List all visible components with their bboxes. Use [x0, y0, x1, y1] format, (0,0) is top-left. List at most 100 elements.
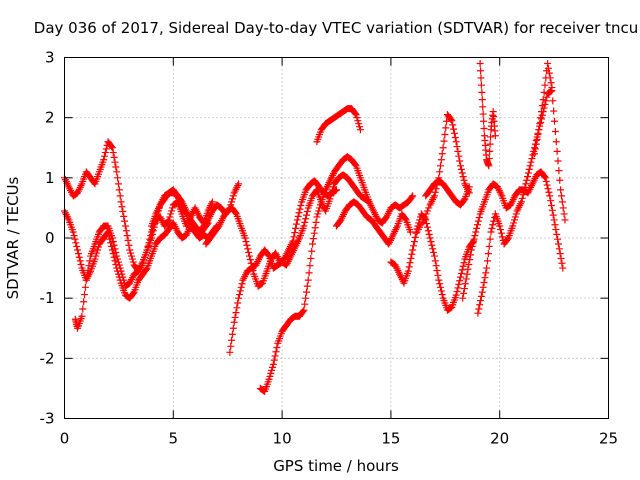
data-point	[481, 274, 489, 282]
data-point	[479, 103, 487, 111]
data-point	[479, 283, 487, 291]
data-point	[329, 186, 337, 194]
data-point	[523, 176, 531, 184]
data-point	[120, 212, 128, 220]
data-point	[450, 125, 458, 133]
data-point	[547, 202, 555, 210]
x-tick-label: 10	[273, 430, 292, 448]
data-point	[474, 217, 482, 225]
data-point	[533, 135, 541, 143]
data-point	[484, 250, 492, 258]
data-point	[539, 96, 547, 104]
data-point	[71, 235, 79, 243]
data-point	[85, 262, 93, 270]
data-point	[462, 275, 470, 283]
data-point	[128, 252, 136, 260]
data-point	[457, 165, 465, 173]
data-point	[408, 193, 416, 201]
data-point	[86, 257, 94, 265]
data-point	[94, 246, 102, 254]
data-point	[544, 60, 552, 68]
data-point	[543, 181, 551, 189]
data-point	[244, 245, 252, 253]
data-point	[273, 344, 281, 352]
data-point	[469, 239, 477, 247]
data-point	[410, 242, 418, 250]
data-point	[557, 192, 565, 200]
data-point	[542, 177, 550, 185]
data-point	[230, 318, 238, 326]
data-point	[510, 216, 518, 224]
data-point	[124, 236, 132, 244]
data-point	[486, 140, 494, 148]
data-point	[510, 219, 518, 227]
data-point	[269, 360, 277, 368]
data-point	[168, 207, 176, 215]
data-point	[438, 150, 446, 158]
series-arc6	[226, 171, 373, 356]
data-point	[291, 229, 299, 237]
data-point	[423, 220, 431, 228]
data-point	[544, 64, 552, 72]
data-point	[520, 187, 528, 195]
data-point	[289, 237, 297, 245]
data-point	[297, 202, 305, 210]
data-point	[300, 306, 308, 314]
data-point	[401, 215, 409, 223]
data-point	[425, 230, 433, 238]
data-point	[302, 294, 310, 302]
data-point	[407, 254, 415, 262]
data-point	[485, 162, 493, 170]
data-point	[480, 117, 488, 125]
data-point	[559, 264, 567, 272]
data-point	[125, 241, 133, 249]
data-point	[434, 177, 442, 185]
data-point	[485, 155, 493, 163]
data-point	[557, 254, 565, 262]
data-point	[473, 224, 481, 232]
data-point	[437, 156, 445, 164]
data-point	[525, 165, 533, 173]
data-point	[313, 213, 321, 221]
data-point	[235, 291, 243, 299]
x-tick-label: 0	[60, 430, 70, 448]
data-point	[148, 230, 156, 238]
data-point	[406, 228, 414, 236]
y-tick-label: -3	[40, 410, 55, 428]
data-point	[119, 273, 127, 281]
data-point	[316, 201, 324, 209]
data-point	[235, 180, 243, 188]
data-point	[438, 291, 446, 299]
data-point	[457, 162, 465, 170]
data-point	[305, 269, 313, 277]
data-point	[296, 205, 304, 213]
data-point	[460, 289, 468, 297]
data-point	[129, 289, 137, 297]
data-point	[524, 173, 532, 181]
data-point	[478, 88, 486, 96]
data-point	[540, 88, 548, 96]
data-point	[551, 128, 559, 136]
data-point	[409, 246, 417, 254]
data-point	[75, 253, 83, 261]
data-point	[74, 246, 82, 254]
data-point	[524, 169, 532, 177]
data-point	[83, 271, 91, 279]
data-point	[442, 124, 450, 132]
data-point	[487, 133, 495, 141]
data-point	[459, 173, 467, 181]
data-point	[81, 283, 89, 291]
data-point	[480, 279, 488, 287]
data-point	[551, 221, 559, 229]
data-point	[265, 375, 273, 383]
data-point	[79, 305, 87, 313]
data-point	[489, 221, 497, 229]
data-point	[486, 147, 494, 155]
series-arc1	[61, 138, 216, 275]
data-point	[474, 309, 482, 317]
data-point	[498, 233, 506, 241]
data-point	[232, 209, 240, 217]
data-point	[115, 261, 123, 269]
data-point	[245, 248, 253, 256]
data-point	[332, 186, 340, 194]
